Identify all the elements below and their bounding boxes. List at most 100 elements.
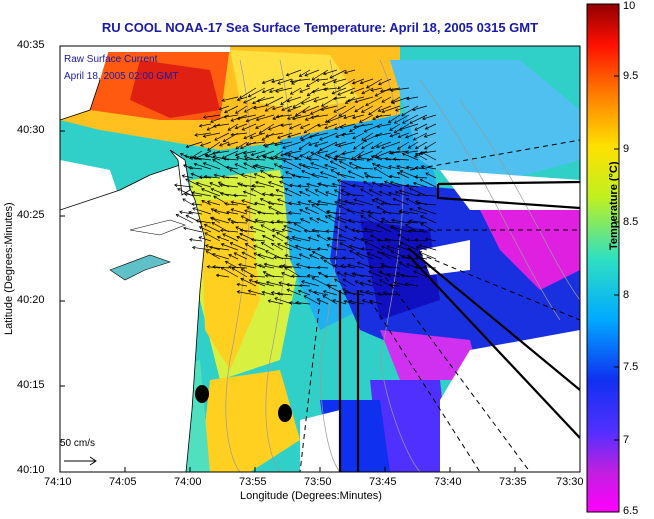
current-vector-head	[244, 243, 249, 247]
current-vector-head	[291, 116, 296, 121]
current-vector-head	[388, 191, 392, 196]
current-vector	[382, 211, 401, 215]
current-vector-head	[261, 290, 266, 295]
current-vector	[368, 214, 383, 224]
current-vector	[366, 290, 383, 296]
current-vector-head	[374, 133, 379, 138]
current-vector	[235, 123, 248, 129]
current-vector-head	[184, 192, 188, 197]
current-vector	[271, 78, 284, 83]
current-vector	[334, 264, 347, 269]
current-vector	[282, 265, 302, 269]
current-vector-head	[386, 272, 391, 277]
current-vector-head	[317, 265, 321, 270]
current-vector-head	[198, 226, 203, 230]
current-vector-head	[267, 200, 271, 205]
current-vector	[301, 170, 320, 179]
current-vector	[182, 198, 194, 206]
current-vector	[369, 189, 383, 197]
current-vector	[256, 114, 275, 121]
current-vector	[417, 207, 437, 215]
current-vector-head	[338, 160, 343, 164]
current-vector	[314, 141, 329, 147]
current-vector	[352, 78, 365, 84]
current-vector-head	[366, 85, 370, 89]
current-vector-head	[338, 204, 342, 209]
current-vector	[231, 208, 248, 215]
current-vector-head	[188, 210, 192, 215]
current-vector	[309, 254, 320, 260]
current-vector-head	[348, 128, 353, 133]
current-vector	[376, 141, 392, 148]
current-vector	[262, 235, 275, 242]
current-vector-head	[295, 263, 300, 267]
current-vector	[380, 87, 401, 92]
current-vector-head	[333, 109, 337, 113]
current-vector	[305, 188, 320, 197]
current-vector	[297, 201, 311, 206]
current-vector	[266, 281, 284, 287]
current-vector	[204, 176, 221, 179]
current-vector-head	[276, 231, 280, 236]
current-vector	[188, 211, 203, 215]
current-vector-head	[405, 150, 409, 155]
current-vector-head	[380, 220, 384, 224]
current-vector-head	[311, 250, 316, 255]
current-vector-head	[332, 96, 337, 101]
current-vector	[237, 114, 257, 120]
current-vector-head	[233, 252, 238, 256]
current-vector-head	[243, 151, 247, 155]
current-vector-head	[398, 189, 403, 193]
current-vector	[313, 96, 329, 102]
current-vector	[342, 150, 356, 155]
current-vector-head	[298, 146, 303, 150]
current-vector	[263, 141, 284, 146]
current-vector-head	[250, 152, 255, 157]
current-vector-head	[274, 297, 278, 301]
current-vector-head	[254, 201, 258, 206]
current-vector-head	[326, 244, 331, 248]
current-vector	[221, 176, 239, 179]
current-vector	[424, 132, 437, 138]
xtick-label: 73:50	[304, 476, 332, 488]
current-vector-head	[420, 151, 425, 155]
current-vector-head	[291, 235, 296, 240]
current-vector	[306, 183, 320, 188]
current-vector	[261, 242, 275, 251]
current-vector-head	[316, 246, 321, 251]
current-vector	[330, 160, 347, 170]
current-vector-head	[295, 300, 299, 305]
current-vector-head	[242, 190, 247, 195]
current-vector	[332, 183, 347, 188]
current-vector	[376, 157, 392, 161]
current-vector-head	[342, 288, 346, 292]
current-vector-head	[239, 95, 243, 99]
current-vector-head	[370, 88, 374, 92]
current-vector-head	[384, 237, 388, 242]
current-vector-head	[226, 210, 230, 215]
current-vector	[313, 291, 329, 296]
current-vector-head	[375, 155, 380, 160]
current-vector	[286, 69, 302, 76]
current-vector	[186, 141, 203, 148]
current-vector	[236, 157, 248, 161]
current-vector-head	[240, 268, 245, 272]
current-vector	[298, 185, 311, 188]
current-vector	[262, 291, 275, 296]
current-vector-head	[260, 224, 265, 228]
current-vector	[376, 224, 392, 233]
current-vector-head	[261, 137, 266, 141]
current-vector	[276, 231, 293, 242]
current-vector-head	[294, 156, 298, 160]
current-vector	[251, 185, 266, 188]
current-vector-head	[348, 244, 353, 249]
current-vector	[310, 162, 329, 170]
current-vector-head	[274, 142, 278, 147]
current-vector-head	[191, 202, 195, 206]
current-vector	[334, 123, 347, 130]
current-vector-head	[414, 127, 418, 131]
current-vector	[360, 215, 374, 224]
current-vector	[281, 123, 293, 126]
current-vector-head	[264, 108, 269, 112]
current-vector-head	[265, 280, 270, 285]
